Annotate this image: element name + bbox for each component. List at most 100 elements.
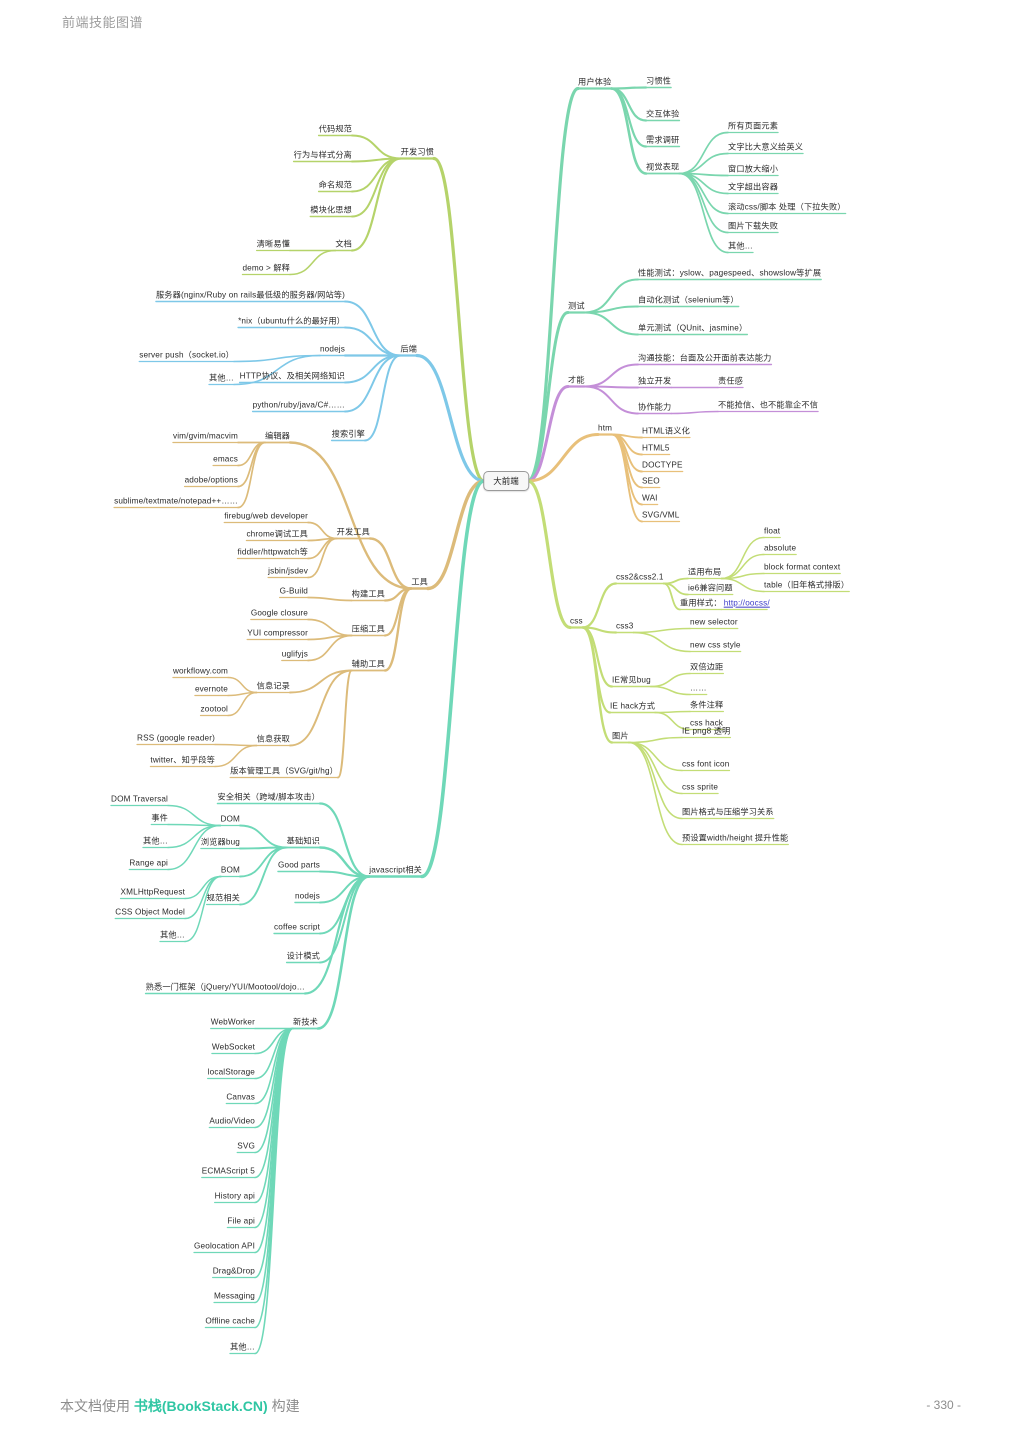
mindmap-node-dev[interactable]: 开发工具	[336, 527, 370, 537]
mindmap-node-dom1[interactable]: DOM Traversal	[111, 794, 168, 804]
mindmap-node-test[interactable]: 测试	[568, 301, 585, 311]
mindmap-node-zip3[interactable]: uglifyjs	[281, 649, 308, 659]
mindmap-node-habit2[interactable]: 行为与样式分离	[293, 150, 352, 160]
mindmap-node-ux4[interactable]: 视觉表现	[646, 162, 680, 172]
mindmap-node-dev3[interactable]: fiddler/httpwatch等	[237, 547, 308, 557]
mindmap-node-n10[interactable]: Geolocation API	[194, 1241, 255, 1251]
mindmap-node-iebug[interactable]: IE常见bug	[612, 675, 651, 685]
mindmap-node-ux4f[interactable]: 图片下载失败	[728, 221, 779, 231]
mindmap-node-back[interactable]: 后端	[400, 344, 417, 354]
mindmap-node-ux[interactable]: 用户体验	[578, 77, 612, 87]
mindmap-node-iehack[interactable]: IE hack方式	[610, 701, 656, 711]
mindmap-node-dom4[interactable]: Range api	[129, 858, 168, 868]
mindmap-node-css[interactable]: css	[570, 616, 583, 626]
mindmap-node-dev4[interactable]: jsbin/jsdev	[268, 566, 308, 576]
mindmap-node-img3[interactable]: css sprite	[682, 782, 719, 792]
mindmap-node-n8[interactable]: History api	[214, 1191, 255, 1201]
mindmap-node-aux2[interactable]: 信息获取	[256, 734, 290, 744]
mindmap-node-bom2[interactable]: CSS Object Model	[115, 907, 185, 917]
mindmap-node-n4[interactable]: Canvas	[226, 1092, 255, 1102]
mindmap-node-pat[interactable]: 设计模式	[286, 951, 320, 961]
mindmap-node-htm4[interactable]: SEO	[642, 476, 660, 486]
mindmap-node-bbug[interactable]: 浏览器bug	[200, 837, 240, 847]
mindmap-node-aux[interactable]: 辅助工具	[351, 659, 385, 669]
mindmap-node-n1[interactable]: WebWorker	[210, 1017, 255, 1027]
mindmap-node-css3a[interactable]: new selector	[690, 617, 738, 627]
mindmap-node-jssec[interactable]: 安全相关（跨域/脚本攻击）	[217, 792, 320, 802]
mindmap-node-bom[interactable]: BOM	[220, 865, 240, 875]
mindmap-node-dom3[interactable]: 其他…	[142, 836, 168, 846]
mindmap-node-css2a2[interactable]: absolute	[764, 543, 797, 553]
mindmap-node-aux3[interactable]: 版本管理工具（SVG/git/hg）	[230, 766, 338, 776]
mindmap-node-zip1[interactable]: Google closure	[250, 608, 308, 618]
mindmap-node-css2b[interactable]: ie6兼容问题	[688, 583, 733, 593]
mindmap-node-cof[interactable]: coffee script	[274, 922, 320, 932]
mindmap-node-img4[interactable]: 图片格式与压缩学习关系	[682, 807, 774, 817]
mindmap-node-css2a[interactable]: 适用布局	[688, 567, 722, 577]
mindmap-node-test2[interactable]: 自动化测试（selenium等）	[638, 295, 739, 305]
mindmap-node-css3b[interactable]: new css style	[690, 640, 741, 650]
mindmap-node-ed3[interactable]: adobe/options	[184, 475, 238, 485]
mindmap-node-dom[interactable]: DOM	[220, 814, 240, 824]
mindmap-node-back3b[interactable]: 其他…	[208, 373, 234, 383]
mindmap-node-ux4d[interactable]: 文字超出容器	[728, 182, 779, 192]
mindmap-node-back3a[interactable]: server push（socket.io）	[139, 350, 234, 360]
mindmap-node-img1[interactable]: IE png8 透明	[682, 726, 731, 736]
mindmap-node-ux4a[interactable]: 所有页面元素	[728, 121, 779, 131]
mindmap-node-css2a4[interactable]: table（旧年格式排版）	[764, 580, 850, 590]
mindmap-node-ux1[interactable]: 习惯性	[646, 76, 672, 86]
mindmap-node-habit5a[interactable]: 清晰易懂	[256, 239, 290, 249]
mindmap-node-aux1[interactable]: 信息记录	[256, 681, 290, 691]
mindmap-node-n2[interactable]: WebSocket	[211, 1042, 255, 1052]
mindmap-node-zip2[interactable]: YUI compressor	[247, 628, 308, 638]
mindmap-node-tal[interactable]: 才能	[568, 375, 585, 385]
mindmap-node-htm1[interactable]: HTML语义化	[642, 426, 690, 436]
mindmap-node-n13[interactable]: Offline cache	[205, 1316, 255, 1326]
mindmap-node-aux2b[interactable]: twitter、知乎段等	[150, 755, 215, 765]
mindmap-node-css2c[interactable]: 重用样式：	[680, 598, 722, 608]
mindmap-root-node[interactable]: 大前端	[483, 471, 529, 491]
mindmap-node-ux2[interactable]: 交互体验	[646, 109, 680, 119]
mindmap-node-js[interactable]: javascript相关	[369, 865, 422, 875]
mindmap-node-n12[interactable]: Messaging	[214, 1291, 255, 1301]
mindmap-node-n6[interactable]: SVG	[237, 1141, 255, 1151]
mindmap-node-img[interactable]: 图片	[612, 731, 629, 741]
mindmap-node-htm3[interactable]: DOCTYPE	[642, 460, 683, 470]
mindmap-node-ed1[interactable]: vim/gvim/macvim	[172, 431, 238, 441]
mindmap-node-habit5[interactable]: 文档	[335, 239, 352, 249]
mindmap-node-dev2[interactable]: chrome调试工具	[246, 529, 308, 539]
mindmap-node-njs[interactable]: nodejs	[294, 891, 320, 901]
mindmap-node-tal1[interactable]: 沟通技能：台面及公开面前表达能力	[638, 353, 772, 363]
mindmap-node-tal2[interactable]: 独立开发	[638, 376, 672, 386]
mindmap-node-n14[interactable]: 其他…	[229, 1342, 255, 1352]
mindmap-node-aux1a[interactable]: workflowy.com	[172, 666, 228, 676]
mindmap-node-dom2[interactable]: 事件	[151, 813, 168, 823]
mindmap-node-n11[interactable]: Drag&Drop	[212, 1266, 255, 1276]
mindmap-node-img2[interactable]: css font icon	[682, 759, 730, 769]
mindmap-node-back6[interactable]: 搜索引擎	[331, 429, 365, 439]
mindmap-node-bom1[interactable]: XMLHttpRequest	[120, 887, 185, 897]
mindmap-node-build1[interactable]: G-Build	[279, 586, 308, 596]
mindmap-node-ux4e[interactable]: 滚动css/脚本 处理（下拉失败）	[728, 202, 846, 212]
mindmap-node-jsbase[interactable]: 基础知识	[286, 836, 320, 846]
mindmap-node-new[interactable]: 新技术	[292, 1017, 318, 1027]
mindmap-node-htm2[interactable]: HTML5	[642, 443, 670, 453]
mindmap-node-habit4[interactable]: 模块化思想	[310, 205, 352, 215]
mindmap-node-css2a1[interactable]: float	[764, 526, 781, 536]
mindmap-node-n5[interactable]: Audio/Video	[209, 1116, 255, 1126]
mindmap-node-back2[interactable]: *nix（ubuntu什么的最好用）	[238, 316, 345, 326]
mindmap-node-habit5b[interactable]: demo > 解释	[242, 263, 290, 273]
mindmap-node-back1[interactable]: 服务器(nginx/Ruby on rails最低级的服务器/网站等)	[155, 290, 345, 300]
mindmap-node-back4[interactable]: HTTP协议、及相关网络知识	[239, 371, 345, 381]
mindmap-node-test1[interactable]: 性能测试：yslow、pagespeed、showslow等扩展	[638, 268, 822, 278]
mindmap-node-n9[interactable]: File api	[227, 1216, 255, 1226]
mindmap-node-n7[interactable]: ECMAScript 5	[201, 1166, 255, 1176]
mindmap-node-ed2[interactable]: emacs	[213, 454, 238, 464]
mindmap-node-htm5[interactable]: WAI	[642, 493, 658, 503]
mindmap-node-tal2a[interactable]: 责任感	[718, 376, 744, 386]
mindmap-node-ed[interactable]: 编辑器	[264, 431, 290, 441]
mindmap-node-habit3[interactable]: 命名规范	[318, 180, 352, 190]
mindmap-node-habit1[interactable]: 代码规范	[318, 124, 352, 134]
mindmap-node-tal3a[interactable]: 不能抢信、也不能靠企不信	[718, 400, 819, 410]
mindmap-node-aux1b[interactable]: evernote	[194, 684, 228, 694]
